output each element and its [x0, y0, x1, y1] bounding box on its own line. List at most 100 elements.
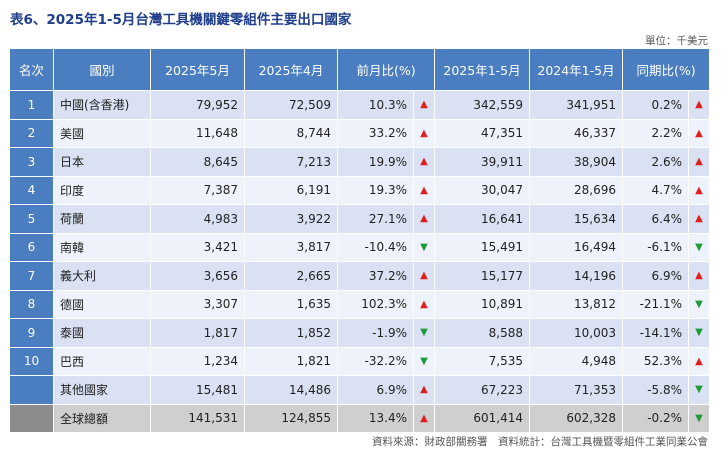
country-cell: 南韓: [53, 232, 151, 262]
header-yoy: 同期比(%): [622, 48, 711, 91]
header-ytd2024: 2024年1-5月: [529, 48, 624, 91]
may2025-cell: 3,656: [150, 261, 245, 291]
may2025-cell: 3,307: [150, 289, 245, 319]
down-triangle-icon: ▼: [688, 289, 711, 319]
country-cell: 印度: [53, 175, 151, 205]
table-row: 3 日本 8,645 7,213 19.9% ▲ 39,911 38,904 2.6% ▲: [9, 147, 711, 177]
table-row: 10 巴西 1,234 1,821 -32.2% ▼ 7,535 4,948 52.3% ▲: [9, 346, 711, 376]
header-may2025: 2025年5月: [150, 48, 245, 91]
up-triangle-icon: ▲: [688, 147, 711, 177]
rank-cell: 8: [9, 289, 54, 319]
country-cell: 德國: [53, 289, 151, 319]
apr2025-cell: 14,486: [244, 375, 338, 405]
up-triangle-icon: ▲: [688, 261, 711, 291]
yoy-cell: 6.4%: [622, 204, 690, 234]
down-triangle-icon: ▼: [688, 375, 711, 405]
up-triangle-icon: ▲: [688, 346, 711, 376]
rank-cell: [9, 375, 54, 405]
country-cell: 泰國: [53, 318, 151, 348]
yoy-cell: -14.1%: [622, 318, 690, 348]
may2025-cell: 8,645: [150, 147, 245, 177]
down-triangle-icon: ▼: [688, 318, 711, 348]
up-triangle-icon: ▲: [688, 90, 711, 120]
ytd2025-cell: 342,559: [434, 90, 531, 120]
up-triangle-icon: ▲: [688, 204, 711, 234]
ytd2024-cell: 341,951: [529, 90, 624, 120]
may2025-cell: 1,234: [150, 346, 245, 376]
mom-cell: 33.2%: [337, 118, 414, 148]
apr2025-cell: 1,852: [244, 318, 338, 348]
down-triangle-icon: ▼: [412, 232, 436, 262]
table-body: 1 中國(含香港) 79,952 72,509 10.3% ▲ 342,559 341,951…: [9, 90, 711, 433]
header-rank: 名次: [9, 48, 54, 91]
country-cell: 義大利: [53, 261, 151, 291]
ytd2025-cell: 39,911: [434, 147, 531, 177]
may2025-cell: 3,421: [150, 232, 245, 262]
may2025-cell: 1,817: [150, 318, 245, 348]
header-row: 名次 國別 2025年5月 2025年4月 前月比(%) 2025年1-5月 2…: [9, 48, 711, 91]
mom-cell: -32.2%: [337, 346, 414, 376]
apr2025-cell: 1,821: [244, 346, 338, 376]
ytd2024-cell: 10,003: [529, 318, 624, 348]
apr2025-cell: 124,855: [244, 403, 338, 433]
may2025-cell: 4,983: [150, 204, 245, 234]
down-triangle-icon: ▼: [412, 318, 436, 348]
country-cell: 日本: [53, 147, 151, 177]
mom-cell: 27.1%: [337, 204, 414, 234]
ytd2024-cell: 15,634: [529, 204, 624, 234]
apr2025-cell: 7,213: [244, 147, 338, 177]
rank-cell: 4: [9, 175, 54, 205]
apr2025-cell: 1,635: [244, 289, 338, 319]
ytd2024-cell: 13,812: [529, 289, 624, 319]
rank-cell: 2: [9, 118, 54, 148]
yoy-cell: 2.6%: [622, 147, 690, 177]
mom-cell: 13.4%: [337, 403, 414, 433]
rank-cell: 7: [9, 261, 54, 291]
yoy-cell: 4.7%: [622, 175, 690, 205]
table-row: 其他國家 15,481 14,486 6.9% ▲ 67,223 71,353 -5.8% ▼: [9, 375, 711, 405]
country-cell: 其他國家: [53, 375, 151, 405]
may2025-cell: 7,387: [150, 175, 245, 205]
mom-cell: 102.3%: [337, 289, 414, 319]
yoy-cell: 6.9%: [622, 261, 690, 291]
table-row: 2 美國 11,648 8,744 33.2% ▲ 47,351 46,337 2.2% ▲: [9, 118, 711, 148]
down-triangle-icon: ▼: [688, 403, 711, 433]
up-triangle-icon: ▲: [412, 204, 436, 234]
down-triangle-icon: ▼: [688, 232, 711, 262]
yoy-cell: -0.2%: [622, 403, 690, 433]
header-ytd2025: 2025年1-5月: [434, 48, 531, 91]
ytd2025-cell: 67,223: [434, 375, 531, 405]
yoy-cell: 52.3%: [622, 346, 690, 376]
mom-cell: -10.4%: [337, 232, 414, 262]
yoy-cell: -6.1%: [622, 232, 690, 262]
ytd2024-cell: 16,494: [529, 232, 624, 262]
yoy-cell: 0.2%: [622, 90, 690, 120]
apr2025-cell: 2,665: [244, 261, 338, 291]
yoy-cell: -21.1%: [622, 289, 690, 319]
ytd2024-cell: 71,353: [529, 375, 624, 405]
up-triangle-icon: ▲: [412, 147, 436, 177]
up-triangle-icon: ▲: [412, 375, 436, 405]
country-cell: 全球總額: [53, 403, 151, 433]
rank-cell: 10: [9, 346, 54, 376]
table-title: 表6、2025年1-5月台灣工具機關鍵零組件主要出口國家: [10, 12, 352, 28]
up-triangle-icon: ▲: [412, 175, 436, 205]
ytd2025-cell: 47,351: [434, 118, 531, 148]
ytd2025-cell: 16,641: [434, 204, 531, 234]
ytd2025-cell: 10,891: [434, 289, 531, 319]
mom-cell: -1.9%: [337, 318, 414, 348]
ytd2024-cell: 4,948: [529, 346, 624, 376]
rank-cell: [9, 403, 54, 433]
ytd2024-cell: 602,328: [529, 403, 624, 433]
down-triangle-icon: ▼: [412, 346, 436, 376]
yoy-cell: 2.2%: [622, 118, 690, 148]
up-triangle-icon: ▲: [412, 403, 436, 433]
table-row: 6 南韓 3,421 3,817 -10.4% ▼ 15,491 16,494 -6.1% ▼: [9, 232, 711, 262]
up-triangle-icon: ▲: [412, 261, 436, 291]
ytd2025-cell: 8,588: [434, 318, 531, 348]
rank-cell: 3: [9, 147, 54, 177]
up-triangle-icon: ▲: [412, 90, 436, 120]
up-triangle-icon: ▲: [688, 118, 711, 148]
ytd2024-cell: 14,196: [529, 261, 624, 291]
header-apr2025: 2025年4月: [244, 48, 338, 91]
